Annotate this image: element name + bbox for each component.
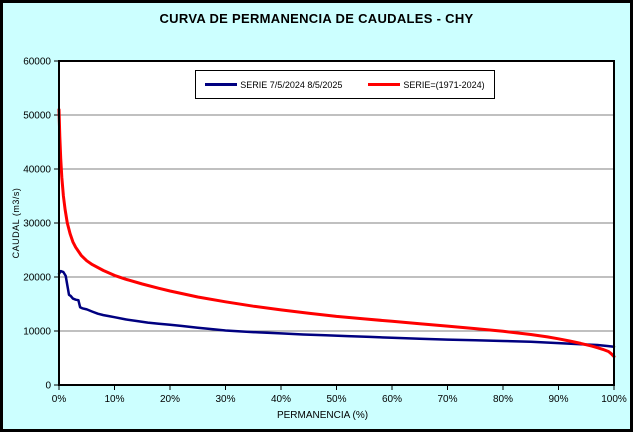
series-line-0 [57,269,616,348]
chart-canvas: 0 10000 20000 30000 40000 50000 60000 0% 10% 20% 3… [11,57,627,422]
y-tick-label: 60000 [23,57,51,68]
legend-item-serie-2024-2025: SERIE 7/5/2024 8/5/2025 [205,80,342,90]
x-tick-label: 90% [548,394,568,405]
x-axis-title: PERMANENCIA (%) [277,410,368,421]
x-tick-label: 30% [215,394,235,405]
legend-item-serie-1971-2024: SERIE=(1971-2024) [368,79,485,90]
x-tick-label: 80% [493,394,513,405]
y-tick-label: 30000 [23,219,51,230]
plot-border [58,60,615,386]
x-tick-label: 60% [382,394,402,405]
y-axis-title: CAUDAL (m3/s) [11,188,21,259]
legend-label: SERIE 7/5/2024 8/5/2025 [240,79,343,90]
x-tick-label: 10% [104,394,124,405]
x-tick-label: 0% [52,394,67,405]
y-tick-label: 50000 [23,111,51,122]
x-tick-label: 40% [271,394,291,405]
legend: SERIE 7/5/2024 8/5/2025 SERIE=(1971-2024… [195,70,495,99]
x-tick-label: 20% [160,394,180,405]
legend-line-swatch-navy [205,83,238,86]
series-line-1 [57,108,616,359]
x-tick-label: 70% [437,394,457,405]
y-tick-label: 10000 [23,327,51,338]
legend-label: SERIE=(1971-2024) [403,79,485,90]
y-tick-label: 20000 [23,273,51,284]
x-tick-label: 100% [601,394,627,405]
chart-title: CURVA DE PERMANENCIA DE CAUDALES - CHY [159,11,474,26]
y-tick-label: 40000 [23,165,51,176]
legend-line-swatch-red [368,83,401,86]
x-tick-label: 50% [326,394,346,405]
y-tick-label: 0 [45,381,51,392]
